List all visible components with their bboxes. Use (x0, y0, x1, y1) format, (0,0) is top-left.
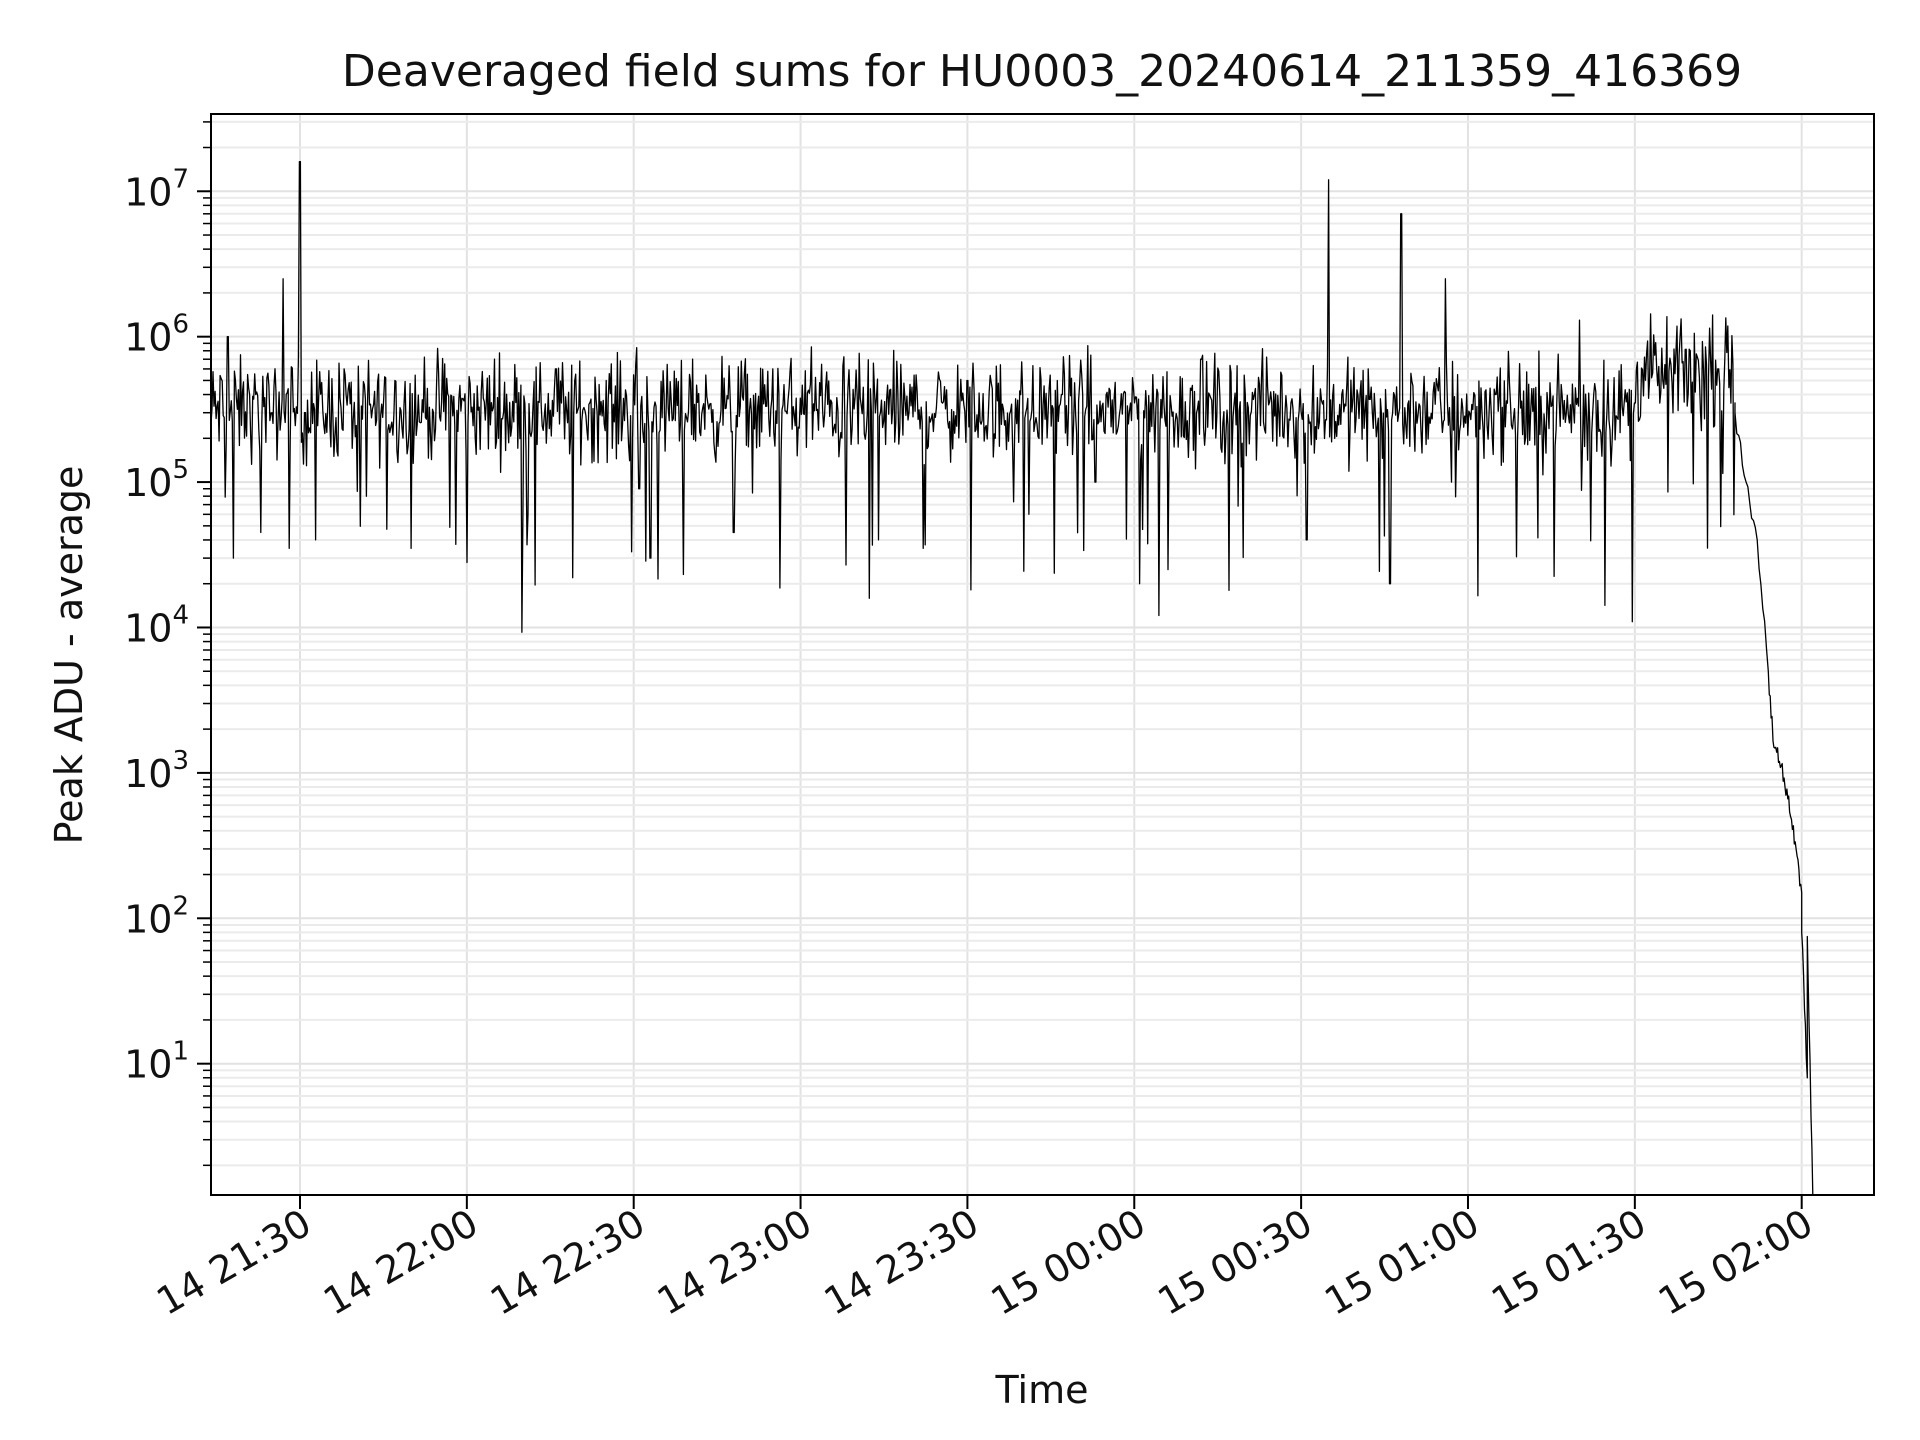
y-axis-label: Peak ADU - average (47, 466, 91, 845)
y-axis-ticks: 101 102 103 104 105 106 107 (124, 121, 211, 1167)
y-tick-label: 106 (124, 310, 189, 360)
x-axis-label: Time (995, 1368, 1089, 1412)
series-layer (210, 160, 1814, 1196)
series-line (210, 160, 1814, 1196)
grid-major (211, 114, 1874, 1195)
plot-frame (210, 113, 1875, 1196)
chart-title: Deaveraged field sums for HU0003_2024061… (342, 46, 1742, 97)
y-tick-label: 103 (124, 746, 189, 796)
y-tick-label: 101 (124, 1037, 189, 1087)
y-tick-label: 102 (124, 891, 189, 941)
y-tick-label: 107 (124, 164, 189, 214)
y-tick-label: 104 (124, 600, 189, 650)
y-tick-label: 105 (124, 455, 189, 505)
